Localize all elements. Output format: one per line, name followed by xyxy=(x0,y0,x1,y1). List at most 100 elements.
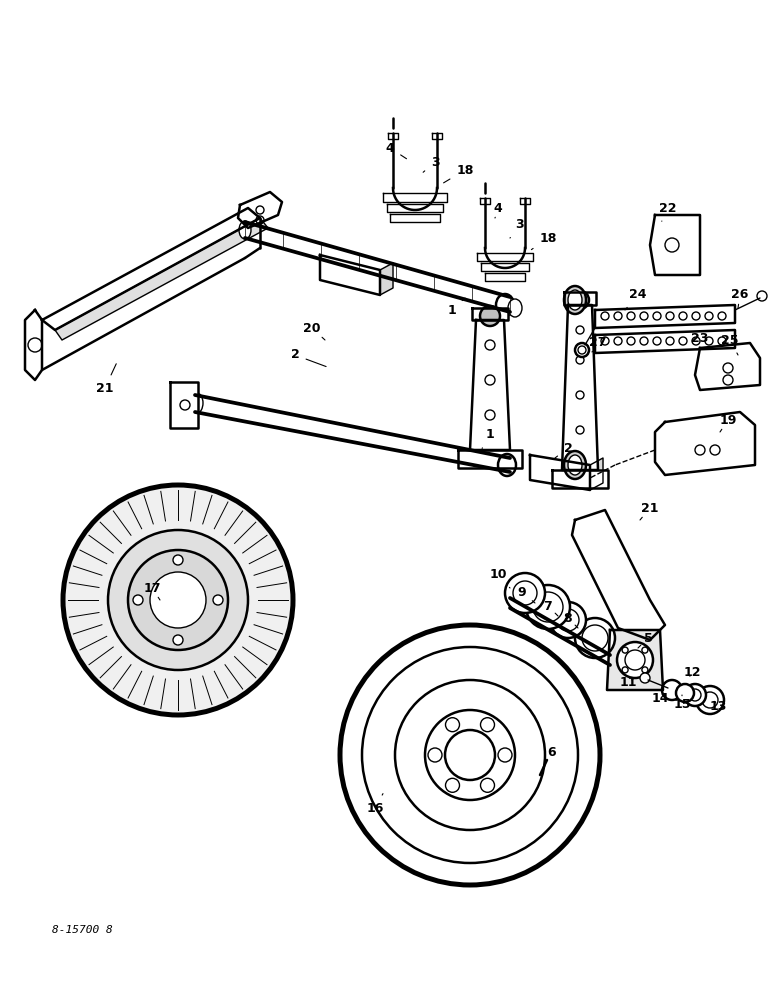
Circle shape xyxy=(679,337,687,345)
Circle shape xyxy=(653,337,661,345)
Polygon shape xyxy=(562,305,598,470)
Polygon shape xyxy=(432,133,442,139)
Text: 25: 25 xyxy=(721,334,739,355)
Circle shape xyxy=(498,748,512,762)
Circle shape xyxy=(705,312,713,320)
Polygon shape xyxy=(481,263,529,271)
Polygon shape xyxy=(530,455,590,490)
Circle shape xyxy=(642,647,648,653)
Ellipse shape xyxy=(508,299,522,317)
Circle shape xyxy=(679,312,687,320)
Text: 11: 11 xyxy=(619,676,637,688)
Circle shape xyxy=(445,730,495,780)
Circle shape xyxy=(601,337,609,345)
Circle shape xyxy=(576,391,584,399)
Circle shape xyxy=(576,356,584,364)
Circle shape xyxy=(173,635,183,645)
Circle shape xyxy=(696,686,724,714)
Circle shape xyxy=(256,216,264,224)
Polygon shape xyxy=(607,630,663,690)
Polygon shape xyxy=(25,310,42,380)
Circle shape xyxy=(684,684,706,706)
Circle shape xyxy=(640,312,648,320)
Circle shape xyxy=(692,312,700,320)
Circle shape xyxy=(445,718,459,732)
Text: 10: 10 xyxy=(489,568,510,588)
Text: 18: 18 xyxy=(444,163,474,183)
Polygon shape xyxy=(650,215,700,275)
Polygon shape xyxy=(42,208,260,330)
Polygon shape xyxy=(552,470,608,488)
Circle shape xyxy=(622,667,628,673)
Polygon shape xyxy=(320,255,380,295)
Text: 18: 18 xyxy=(531,232,557,250)
Circle shape xyxy=(578,346,586,354)
Circle shape xyxy=(666,337,674,345)
Polygon shape xyxy=(590,458,603,490)
Text: 17: 17 xyxy=(144,582,161,600)
Circle shape xyxy=(505,573,545,613)
Text: 16: 16 xyxy=(366,794,384,814)
Circle shape xyxy=(445,778,459,792)
Circle shape xyxy=(480,778,495,792)
Polygon shape xyxy=(572,510,665,640)
Circle shape xyxy=(718,312,726,320)
Polygon shape xyxy=(388,133,398,139)
Circle shape xyxy=(614,312,622,320)
Circle shape xyxy=(575,618,615,658)
Circle shape xyxy=(513,581,537,605)
Circle shape xyxy=(617,642,653,678)
Circle shape xyxy=(213,595,223,605)
Circle shape xyxy=(108,530,248,670)
Circle shape xyxy=(550,602,586,638)
Circle shape xyxy=(695,445,705,455)
Text: 21: 21 xyxy=(640,502,659,520)
Circle shape xyxy=(718,337,726,345)
Circle shape xyxy=(340,625,600,885)
Circle shape xyxy=(256,206,264,214)
Polygon shape xyxy=(595,305,735,328)
Text: 4: 4 xyxy=(386,141,407,159)
Circle shape xyxy=(723,363,733,373)
Polygon shape xyxy=(458,450,522,468)
Circle shape xyxy=(480,306,500,326)
Polygon shape xyxy=(695,343,760,390)
Circle shape xyxy=(428,748,442,762)
Circle shape xyxy=(173,555,183,565)
Circle shape xyxy=(485,340,495,350)
Text: 20: 20 xyxy=(303,322,325,340)
Polygon shape xyxy=(387,204,443,212)
Circle shape xyxy=(723,375,733,385)
Polygon shape xyxy=(238,192,282,228)
Circle shape xyxy=(533,592,563,622)
Circle shape xyxy=(676,684,694,702)
Polygon shape xyxy=(520,198,530,204)
Circle shape xyxy=(526,585,570,629)
Circle shape xyxy=(425,710,515,800)
Polygon shape xyxy=(390,214,440,222)
Circle shape xyxy=(757,291,767,301)
Polygon shape xyxy=(564,292,596,305)
Circle shape xyxy=(362,647,578,863)
Circle shape xyxy=(480,718,495,732)
Circle shape xyxy=(601,312,609,320)
Text: 23: 23 xyxy=(691,332,709,344)
Polygon shape xyxy=(655,412,755,475)
Text: 8-15700 8: 8-15700 8 xyxy=(52,925,113,935)
Text: 1: 1 xyxy=(448,298,465,316)
Text: 13: 13 xyxy=(709,700,726,712)
Ellipse shape xyxy=(191,393,203,413)
Circle shape xyxy=(665,238,679,252)
Text: 3: 3 xyxy=(510,219,524,238)
Text: 5: 5 xyxy=(638,632,652,648)
Circle shape xyxy=(530,772,542,784)
Polygon shape xyxy=(595,330,735,353)
Circle shape xyxy=(28,338,42,352)
Text: 2: 2 xyxy=(555,442,572,458)
Ellipse shape xyxy=(564,286,586,314)
Text: 2: 2 xyxy=(290,349,326,367)
Text: 14: 14 xyxy=(652,692,669,704)
Ellipse shape xyxy=(239,221,251,239)
Text: 9: 9 xyxy=(518,585,535,603)
Ellipse shape xyxy=(568,455,582,475)
